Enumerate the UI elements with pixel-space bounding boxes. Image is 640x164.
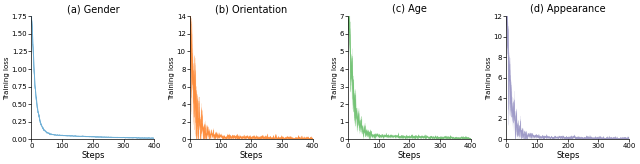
Y-axis label: Training loss: Training loss (332, 56, 338, 100)
X-axis label: Steps: Steps (556, 151, 580, 160)
X-axis label: Steps: Steps (81, 151, 104, 160)
Title: (c) Age: (c) Age (392, 4, 427, 14)
Title: (b) Orientation: (b) Orientation (215, 4, 287, 14)
Title: (a) Gender: (a) Gender (67, 4, 119, 14)
X-axis label: Steps: Steps (239, 151, 263, 160)
Y-axis label: Training loss: Training loss (169, 56, 175, 100)
Title: (d) Appearance: (d) Appearance (530, 4, 605, 14)
Y-axis label: Training loss: Training loss (4, 56, 10, 100)
X-axis label: Steps: Steps (397, 151, 421, 160)
Y-axis label: Training loss: Training loss (486, 56, 492, 100)
